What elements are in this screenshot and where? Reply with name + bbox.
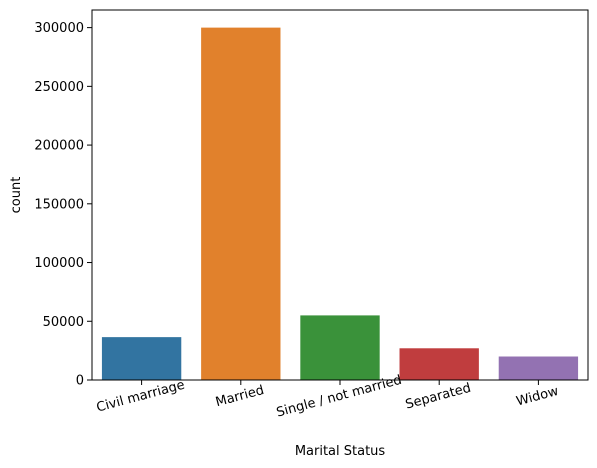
bar-single-not-married: [300, 315, 380, 380]
bar-civil-marriage: [101, 337, 182, 380]
bar-separated: [399, 348, 479, 380]
y-tick-label: 50000: [43, 315, 84, 330]
y-tick-label: 0: [76, 374, 84, 389]
bars-group: [101, 27, 579, 380]
x-tick-label: Separated: [404, 381, 473, 413]
y-tick-label: 300000: [34, 21, 84, 36]
y-axis-label: count: [9, 177, 24, 214]
bar-widow: [498, 356, 579, 380]
x-axis-label: Marital Status: [295, 444, 386, 459]
x-tick-label: Widow: [515, 384, 561, 410]
y-tick-label: 250000: [34, 80, 84, 95]
x-tick-label: Civil marriage: [95, 378, 186, 416]
y-tick-label: 100000: [34, 256, 84, 271]
y-axis-ticks: 0 50000 100000 150000 200000 250000 300000: [34, 21, 92, 389]
y-tick-label: 150000: [34, 197, 84, 212]
x-tick-label: Married: [214, 383, 266, 410]
y-tick-label: 200000: [34, 139, 84, 154]
bar-married: [201, 27, 281, 380]
